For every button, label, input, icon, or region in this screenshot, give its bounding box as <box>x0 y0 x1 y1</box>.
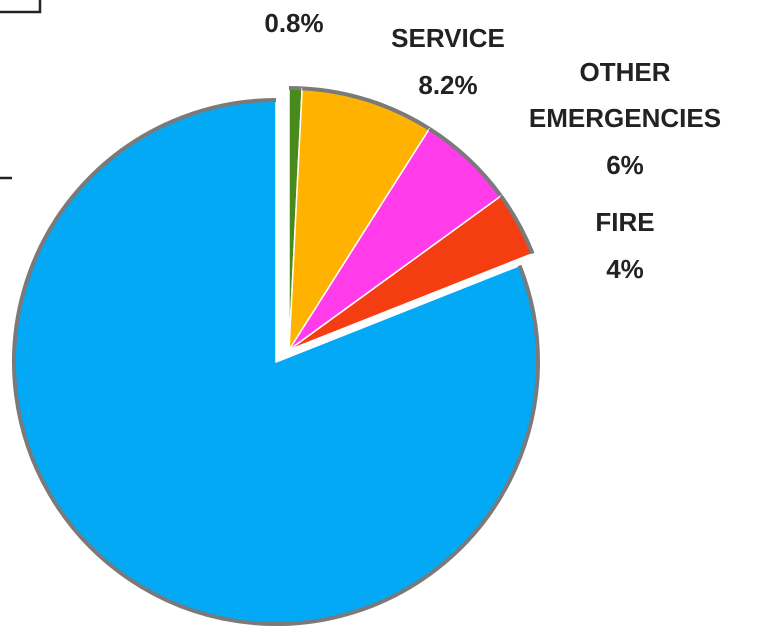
slice-label-other-line1: OTHER <box>580 57 671 87</box>
pie-slices <box>14 88 538 624</box>
slice-label-fire-value: 4% <box>606 254 644 284</box>
slice-label-0-value: 0.8% <box>264 8 323 38</box>
cropped-box-fragment <box>0 0 40 12</box>
slice-label-service-value: 8.2% <box>418 70 477 100</box>
slice-label-other-value: 6% <box>606 150 644 180</box>
slice-label-fire-name: FIRE <box>595 207 654 237</box>
slice-label-service-name: SERVICE <box>391 23 505 53</box>
slice-label-other-line2: EMERGENCIES <box>529 103 721 133</box>
